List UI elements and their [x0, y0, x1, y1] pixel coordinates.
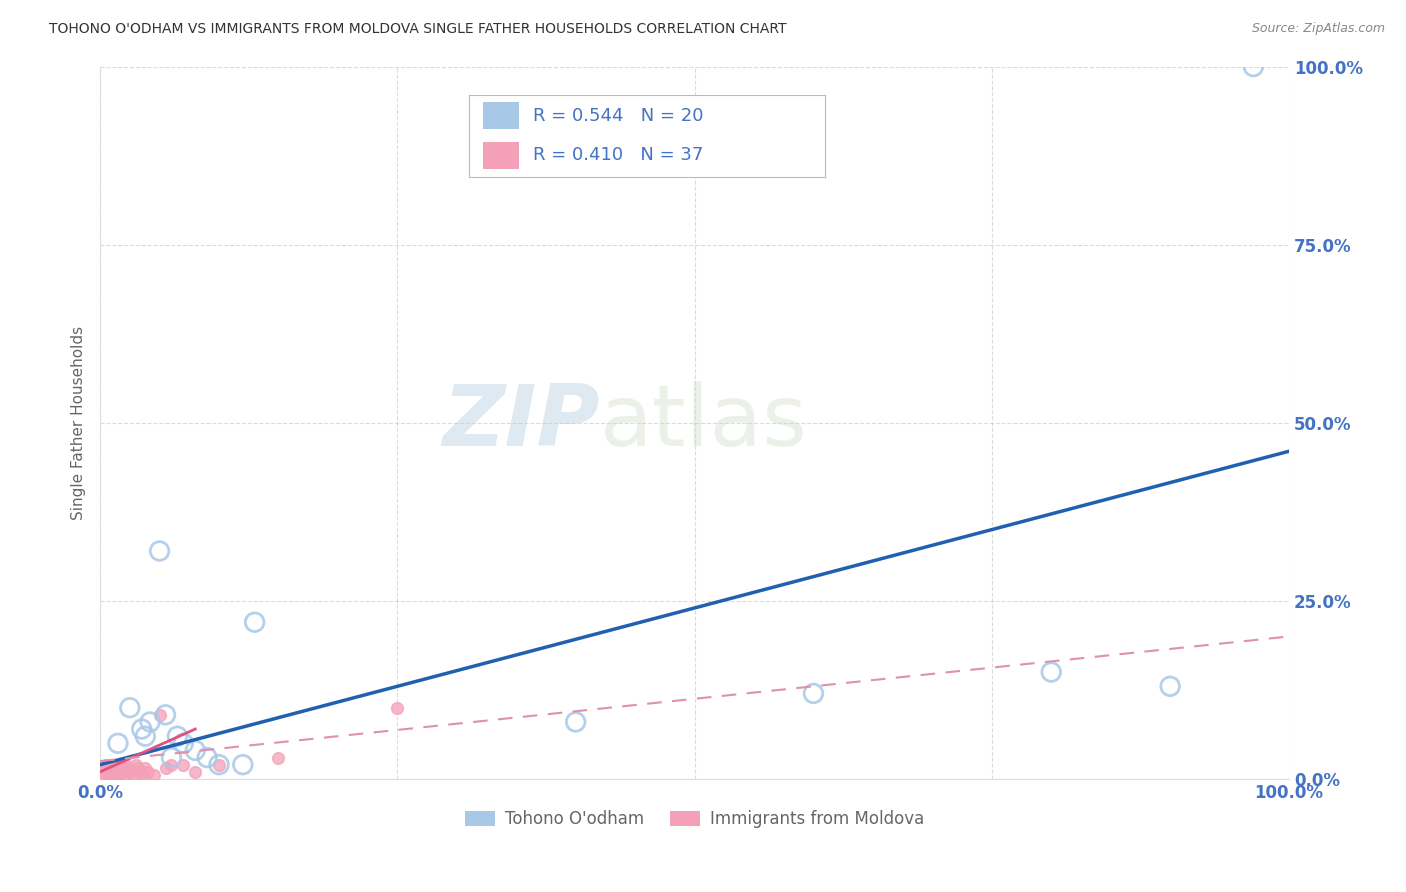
Point	[97, 764, 120, 779]
Point	[136, 764, 159, 779]
Point	[1241, 60, 1264, 74]
Point	[267, 750, 290, 764]
Point	[139, 714, 162, 729]
Text: ZIP: ZIP	[441, 381, 599, 464]
Point	[112, 768, 135, 782]
Point	[172, 757, 194, 772]
Point	[195, 750, 218, 764]
Point	[120, 764, 142, 779]
Point	[148, 544, 170, 558]
Point	[131, 722, 153, 736]
Point	[142, 768, 165, 782]
Point	[129, 764, 152, 779]
Point	[172, 736, 194, 750]
Point	[105, 761, 128, 775]
Point	[108, 768, 131, 782]
Point	[243, 615, 266, 630]
Point	[100, 761, 122, 775]
Point	[208, 757, 231, 772]
Point	[134, 729, 156, 743]
Point	[160, 750, 183, 764]
Point	[96, 761, 118, 775]
Point	[155, 761, 177, 775]
Text: atlas: atlas	[599, 381, 807, 464]
Point	[803, 686, 825, 700]
Point	[118, 761, 141, 775]
Point	[387, 700, 409, 714]
Point	[232, 757, 254, 772]
Point	[184, 764, 207, 779]
Point	[115, 757, 138, 772]
Point	[122, 768, 145, 782]
Point	[155, 707, 177, 722]
Point	[103, 764, 125, 779]
Point	[93, 764, 115, 779]
Point	[166, 729, 188, 743]
Point	[107, 736, 129, 750]
Point	[110, 757, 132, 772]
Y-axis label: Single Father Households: Single Father Households	[72, 326, 86, 520]
Point	[125, 757, 148, 772]
Point	[127, 761, 149, 775]
Point	[104, 757, 127, 772]
Point	[94, 757, 117, 772]
Point	[160, 757, 183, 772]
Point	[1159, 679, 1181, 693]
Point	[94, 768, 117, 782]
Point	[110, 761, 132, 775]
Point	[132, 768, 155, 782]
Point	[134, 761, 156, 775]
Point	[98, 768, 121, 782]
Point	[184, 743, 207, 757]
Point	[208, 757, 231, 772]
Point	[118, 700, 141, 714]
Point	[101, 757, 124, 772]
Point	[1040, 665, 1063, 679]
Point	[564, 714, 586, 729]
Text: Source: ZipAtlas.com: Source: ZipAtlas.com	[1251, 22, 1385, 36]
Legend: Tohono O'odham, Immigrants from Moldova: Tohono O'odham, Immigrants from Moldova	[458, 804, 931, 835]
Text: TOHONO O'ODHAM VS IMMIGRANTS FROM MOLDOVA SINGLE FATHER HOUSEHOLDS CORRELATION C: TOHONO O'ODHAM VS IMMIGRANTS FROM MOLDOV…	[49, 22, 787, 37]
Point	[148, 707, 170, 722]
Point	[107, 764, 129, 779]
Point	[111, 764, 134, 779]
Point	[103, 768, 125, 782]
